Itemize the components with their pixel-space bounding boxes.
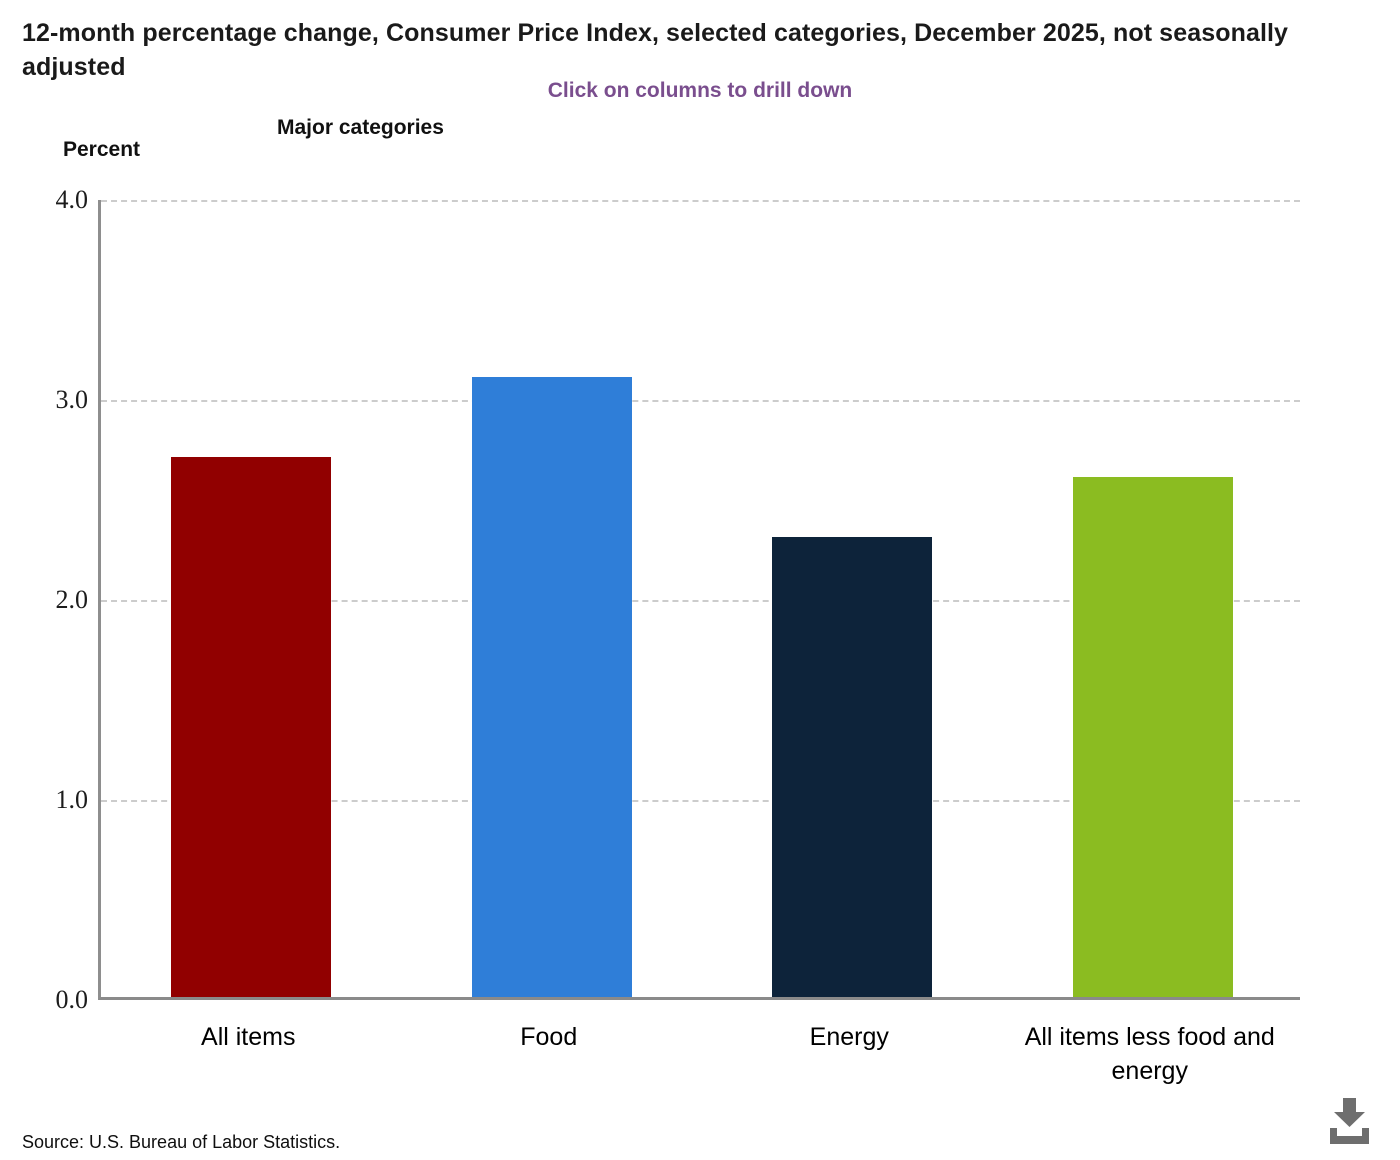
bar-food[interactable] <box>471 377 632 997</box>
gridline-4.0 <box>101 200 1300 202</box>
y-tick-label-4.0: 4.0 <box>55 185 89 214</box>
download-button[interactable] <box>1324 1096 1376 1148</box>
download-icon <box>1330 1098 1369 1144</box>
source-note: Source: U.S. Bureau of Labor Statistics. <box>22 1132 341 1152</box>
y-tick-label-0.0: 0.0 <box>55 985 89 1014</box>
x-label-food: Food <box>520 1023 578 1051</box>
bar-energy[interactable] <box>772 537 933 997</box>
chart-title: 12-month percentage change, Consumer Pri… <box>22 19 1289 81</box>
x-label-energy: Energy <box>809 1023 889 1051</box>
gridline-1.0 <box>101 800 1300 802</box>
x-label-all-items: All items <box>201 1023 296 1051</box>
y-tick-label-3.0: 3.0 <box>55 385 89 414</box>
x-label-all-items-less-food-and-energy: All items less food and energy <box>1024 1023 1275 1085</box>
gridline-2.0 <box>101 600 1300 602</box>
chart-subtitle: Click on columns to drill down <box>547 79 853 102</box>
plot-area <box>98 200 1300 1000</box>
y-axis-title: Percent <box>63 138 141 161</box>
x-axis-title: Major categories <box>277 116 444 139</box>
bar-all-items-less-food-and-energy[interactable] <box>1072 477 1233 997</box>
bar-all-items[interactable] <box>171 457 332 997</box>
gridline-3.0 <box>101 400 1300 402</box>
y-tick-label-1.0: 1.0 <box>55 785 89 814</box>
y-tick-label-2.0: 2.0 <box>55 585 89 614</box>
